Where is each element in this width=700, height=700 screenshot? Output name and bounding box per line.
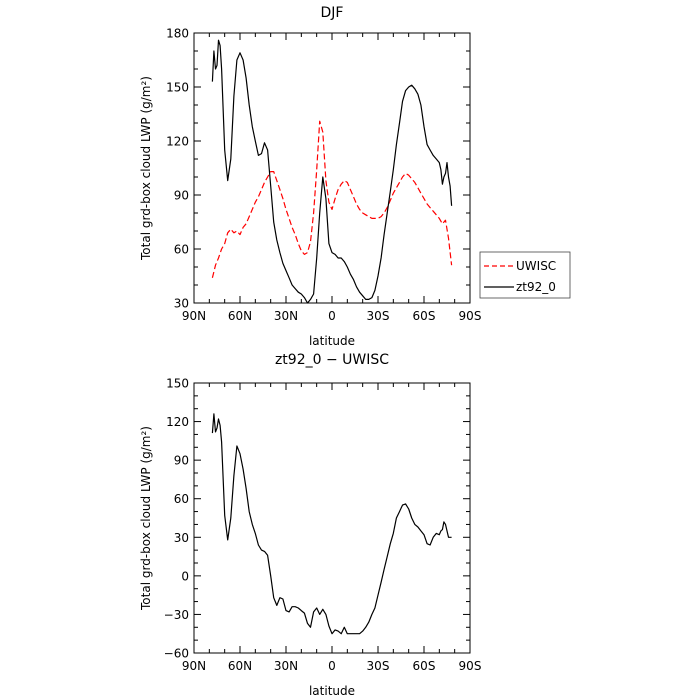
legend-label-zt92: zt92_0 (516, 280, 556, 294)
top-series-group (211, 39, 453, 304)
bottom-x-axis-label: latitude (309, 684, 355, 698)
y-tick-label: 90 (174, 454, 189, 468)
x-tick-label: 60S (413, 659, 436, 673)
y-tick-label: 120 (166, 135, 189, 149)
top-x-axis-label: latitude (309, 334, 355, 348)
x-tick-label: 30N (274, 659, 298, 673)
y-tick-label: 150 (166, 81, 189, 95)
x-tick-label: 60N (228, 659, 252, 673)
bottom-y-tick-labels: −60 −30 0 30 60 90 120 150 (164, 377, 189, 661)
bottom-y-axis-label: Total grd-box cloud LWP (g/m²) (139, 426, 153, 611)
legend: UWISC zt92_0 (479, 251, 571, 299)
x-tick-label: 60N (228, 309, 252, 323)
top-y-tick-labels: 30 60 90 120 150 180 (166, 27, 189, 311)
y-tick-label: 60 (174, 492, 189, 506)
y-tick-label: 150 (166, 377, 189, 391)
bottom-series-group (211, 413, 452, 635)
x-tick-label: 90N (182, 659, 206, 673)
x-tick-label: 30N (274, 309, 298, 323)
bottom-axis-ticks (193, 382, 471, 654)
top-axis-ticks (193, 32, 471, 304)
top-x-tick-labels: 90N 60N 30N 0 30S 60S 90S (182, 309, 482, 323)
x-tick-label: 0 (328, 309, 336, 323)
series-line-uwisc (211, 120, 453, 278)
y-tick-label: 0 (181, 569, 189, 583)
series-line-difference (211, 413, 452, 635)
x-tick-label: 30S (367, 659, 390, 673)
y-tick-label: −60 (164, 647, 189, 661)
top-chart-title: DJF (321, 5, 344, 21)
y-tick-label: 180 (166, 27, 189, 41)
top-y-axis-label: Total grd-box cloud LWP (g/m²) (139, 76, 153, 261)
x-tick-label: 0 (328, 659, 336, 673)
bottom-plot-frame (193, 382, 471, 654)
y-tick-label: 120 (166, 415, 189, 429)
legend-label-uwisc: UWISC (516, 259, 556, 273)
y-tick-label: −30 (164, 608, 189, 622)
bottom-chart-title: zt92_0 − UWISC (275, 352, 389, 368)
x-tick-label: 90S (459, 659, 482, 673)
y-tick-label: 30 (174, 297, 189, 311)
x-tick-label: 30S (367, 309, 390, 323)
y-tick-label: 30 (174, 531, 189, 545)
bottom-x-tick-labels: 90N 60N 30N 0 30S 60S 90S (182, 659, 482, 673)
bottom-panel: zt92_0 − UWISC 90N 60N 30N 0 30S 60S 90S −60 −3… (139, 352, 481, 698)
legend-box (479, 251, 571, 299)
y-tick-label: 90 (174, 189, 189, 203)
series-line-zt92-0 (211, 39, 453, 304)
x-tick-label: 60S (413, 309, 436, 323)
x-tick-label: 90S (459, 309, 482, 323)
x-tick-label: 90N (182, 309, 206, 323)
y-tick-label: 60 (174, 243, 189, 257)
top-panel: DJF 90N 60N 30N 0 30S 60S 90S 306090120150180 … (139, 5, 571, 348)
